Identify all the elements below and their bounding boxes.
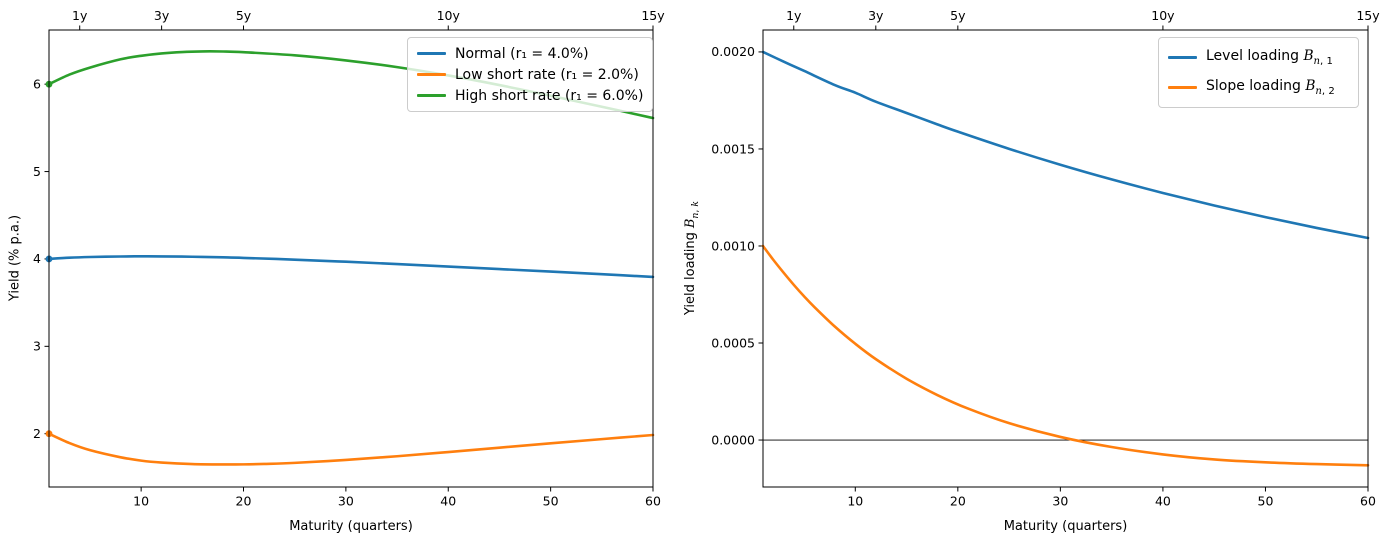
- series-line-slope-loading: [761, 244, 1370, 467]
- left-x-tick-label: 40: [440, 494, 456, 509]
- legend-label-low-short-rate: Low short rate (r₁ = 2.0%): [455, 66, 639, 83]
- legend-item-slope-loading: Slope loading Bn, 2: [1168, 78, 1348, 97]
- left-x-tick-label: 10: [133, 494, 149, 509]
- legend-item-level-loading: Level loading Bn, 1: [1168, 48, 1348, 67]
- right-top-tick-label: 10y: [1151, 8, 1175, 23]
- legend-swatch-level-loading: [1168, 56, 1197, 60]
- right-top-tick-label: 3y: [868, 8, 884, 23]
- right-yaxis-label: Yield loading Bn, k: [683, 201, 701, 315]
- left-y-tick-label: 6: [33, 76, 41, 91]
- series-line-low-short-rate: [47, 432, 655, 466]
- right-yaxis-label-math-base: B: [683, 218, 699, 228]
- right-y-tick-label: 0.0015: [711, 141, 755, 156]
- left-top-tick-label: 10y: [437, 8, 461, 23]
- right-yaxis-label-sub-n: n: [689, 212, 701, 219]
- right-plot-border: [762, 29, 1369, 488]
- legend-item-normal: Normal (r₁ = 4.0%): [417, 46, 642, 62]
- right-yaxis-label-prefix: Yield loading: [683, 227, 699, 316]
- right-yaxis-label-sub-k: k: [689, 200, 701, 207]
- left-y-tick-label: 4: [33, 251, 41, 266]
- right-top-tick-label: 5y: [950, 8, 966, 23]
- left-top-tick-label: 15y: [641, 8, 665, 23]
- left-y-tick-label: 3: [33, 339, 41, 354]
- right-x-tick-label: 40: [1155, 494, 1171, 509]
- left-x-tick-label: 20: [236, 494, 252, 509]
- legend-label-slope-loading: Slope loading Bn, 2: [1206, 77, 1335, 97]
- right-x-tick-label: 50: [1258, 494, 1274, 509]
- left-legend: Normal (r₁ = 4.0%) Low short rate (r₁ = …: [407, 37, 653, 112]
- left-y-tick-label: 5: [33, 164, 41, 179]
- right-x-tick-label: 10: [847, 494, 863, 509]
- legend-swatch-normal: [417, 51, 446, 56]
- left-xaxis-label: Maturity (quarters): [289, 519, 413, 534]
- legend-item-high-short-rate: High short rate (r₁ = 6.0%): [417, 87, 644, 104]
- left-plot-border: [48, 29, 654, 488]
- right-top-tick-label: 1y: [786, 8, 802, 23]
- legend-swatch-low-short-rate: [417, 72, 446, 77]
- legend-item-low-short-rate: Low short rate (r₁ = 2.0%): [417, 67, 642, 83]
- left-top-tick-label: 5y: [236, 8, 252, 23]
- right-yaxis-label-sub-sep: ,: [689, 206, 701, 213]
- right-x-tick-label: 30: [1052, 494, 1068, 509]
- left-top-tick-label: 1y: [72, 8, 88, 23]
- series-line-normal: [47, 255, 655, 279]
- left-x-tick-label: 50: [543, 494, 559, 509]
- legend-label-level-loading: Level loading Bn, 1: [1206, 48, 1333, 68]
- legend-label-normal: Normal (r₁ = 4.0%): [455, 45, 589, 62]
- left-yaxis-label: Yield (% p.a.): [7, 214, 23, 302]
- right-xaxis-label: Maturity (quarters): [1003, 519, 1128, 534]
- left-y-tick-label: 2: [33, 426, 41, 441]
- right-x-tick-label: 20: [950, 494, 966, 509]
- series-line-level-loading: [761, 50, 1370, 240]
- left-x-tick-label: 60: [645, 494, 661, 509]
- right-y-tick-label: 0.0000: [711, 432, 755, 447]
- right-x-tick-label: 60: [1360, 494, 1376, 509]
- right-legend: Level loading Bn, 1 Slope loading Bn, 2: [1158, 37, 1359, 108]
- right-y-tick-label: 0.0010: [711, 238, 755, 253]
- right-y-tick-label: 0.0020: [711, 44, 755, 59]
- left-x-tick-label: 30: [338, 494, 354, 509]
- left-top-tick-label: 3y: [154, 8, 170, 23]
- right-top-tick-label: 15y: [1356, 8, 1380, 23]
- right-y-tick-label: 0.0005: [711, 335, 755, 350]
- legend-swatch-slope-loading: [1168, 85, 1197, 89]
- legend-label-high-short-rate: High short rate (r₁ = 6.0%): [455, 87, 644, 104]
- legend-swatch-high-short-rate: [417, 93, 446, 98]
